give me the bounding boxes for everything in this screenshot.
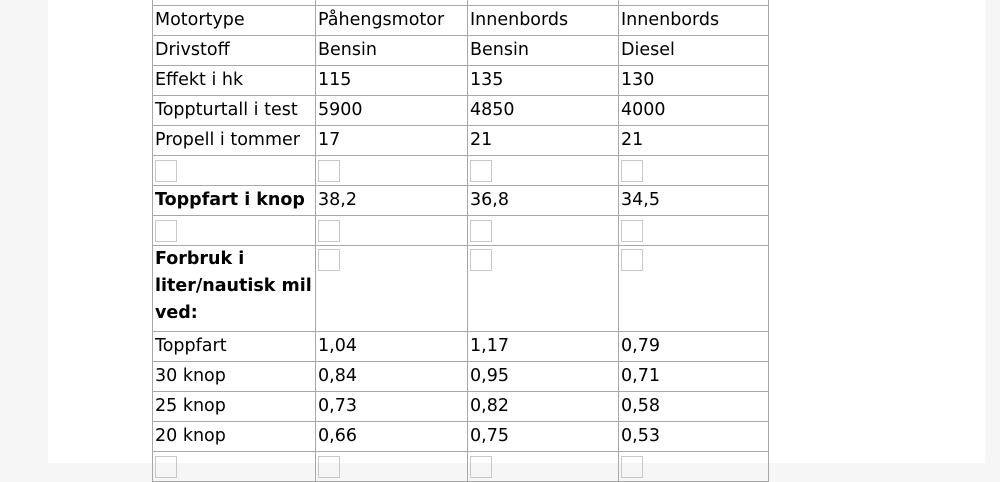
image-placeholder — [621, 220, 643, 242]
data-table: Motortype Påhengsmotor Innenbords Innenbord… — [152, 0, 769, 482]
page: Motortype Påhengsmotor Innenbords Innenbord… — [48, 0, 985, 482]
image-placeholder — [621, 249, 643, 271]
cell: 0,82 — [467, 391, 619, 422]
cell: 0,79 — [618, 331, 769, 362]
cell: 25 knop — [152, 391, 316, 422]
cell: 0,84 — [315, 361, 468, 392]
empty-row — [152, 155, 769, 186]
cell: 21 — [467, 125, 619, 156]
cell — [152, 155, 316, 186]
cell: Propell i tommer — [152, 125, 316, 156]
cell — [618, 451, 769, 482]
image-placeholder — [155, 220, 177, 242]
row: 25 knop 0,73 0,82 0,58 — [152, 391, 769, 422]
row: Drivstoff Bensin Bensin Diesel — [152, 35, 769, 66]
image-placeholder — [470, 456, 492, 478]
row: Propell i tommer 17 21 21 — [152, 125, 769, 156]
row: Effekt i hk 115 135 130 — [152, 65, 769, 96]
cell: 0,58 — [618, 391, 769, 422]
cell: 38,2 — [315, 185, 468, 216]
cell: 0,75 — [467, 421, 619, 452]
cell: 0,95 — [467, 361, 619, 392]
content: Motortype Påhengsmotor Innenbords Innenbord… — [48, 0, 985, 482]
cell — [152, 451, 316, 482]
image-placeholder — [155, 160, 177, 182]
cell: 4000 — [618, 95, 769, 126]
cell: 0,66 — [315, 421, 468, 452]
row: 20 knop 0,66 0,75 0,53 — [152, 421, 769, 452]
image-placeholder — [318, 249, 340, 271]
cell: Toppfart i knop — [152, 185, 316, 216]
cell: Påhengsmotor — [315, 5, 468, 36]
cell: 135 — [467, 65, 619, 96]
cell — [152, 215, 316, 246]
cell: Toppfart — [152, 331, 316, 362]
cell: 30 knop — [152, 361, 316, 392]
cell: Forbruk i liter/nautisk mil ved: — [152, 245, 316, 332]
image-placeholder — [470, 220, 492, 242]
cell: 0,53 — [618, 421, 769, 452]
image-placeholder — [318, 160, 340, 182]
cell: 0,73 — [315, 391, 468, 422]
cell: 17 — [315, 125, 468, 156]
empty-row — [152, 215, 769, 246]
cell: Innenbords — [467, 5, 619, 36]
image-placeholder — [470, 160, 492, 182]
image-placeholder — [621, 160, 643, 182]
empty-row — [152, 451, 769, 482]
cell — [618, 215, 769, 246]
cell: Bensin — [315, 35, 468, 66]
image-placeholder — [318, 456, 340, 478]
row: Forbruk i liter/nautisk mil ved: — [152, 245, 769, 332]
cell — [618, 245, 769, 332]
cell: 1,04 — [315, 331, 468, 362]
cell: 21 — [618, 125, 769, 156]
cell: 36,8 — [467, 185, 619, 216]
cell: 115 — [315, 65, 468, 96]
image-placeholder — [155, 456, 177, 478]
cell: 34,5 — [618, 185, 769, 216]
row: Toppfart 1,04 1,17 0,79 — [152, 331, 769, 362]
cell: Motortype — [152, 5, 316, 36]
cell — [467, 215, 619, 246]
cell: 4850 — [467, 95, 619, 126]
row: Toppfart i knop 38,2 36,8 34,5 — [152, 185, 769, 216]
cell — [315, 215, 468, 246]
cell: 5900 — [315, 95, 468, 126]
image-placeholder — [621, 456, 643, 478]
cell — [315, 245, 468, 332]
image-placeholder — [470, 249, 492, 271]
cell: Diesel — [618, 35, 769, 66]
cell: Bensin — [467, 35, 619, 66]
cell — [315, 155, 468, 186]
cell: Drivstoff — [152, 35, 316, 66]
cell: 0,71 — [618, 361, 769, 392]
cell — [467, 245, 619, 332]
cell — [467, 451, 619, 482]
cell: 20 knop — [152, 421, 316, 452]
row: Motortype Påhengsmotor Innenbords Innenbord… — [152, 5, 769, 36]
cell — [467, 155, 619, 186]
cell: 130 — [618, 65, 769, 96]
row: 30 knop 0,84 0,95 0,71 — [152, 361, 769, 392]
cell — [618, 155, 769, 186]
row: Toppturtall i test 5900 4850 4000 — [152, 95, 769, 126]
cell: Effekt i hk — [152, 65, 316, 96]
image-placeholder — [318, 220, 340, 242]
cell: 1,17 — [467, 331, 619, 362]
cell: Innenbords — [618, 5, 769, 36]
cell: Toppturtall i test — [152, 95, 316, 126]
cell — [315, 451, 468, 482]
